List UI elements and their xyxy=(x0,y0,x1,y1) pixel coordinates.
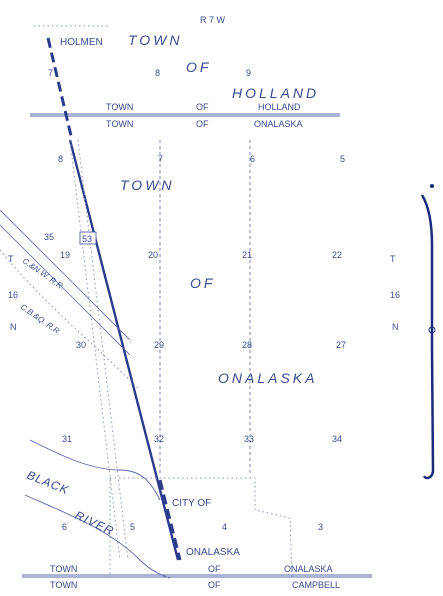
label-town-holland-2: OF xyxy=(186,59,211,75)
railroad-label-2: C.B.&Q. R.R. xyxy=(19,302,63,337)
town-line-upper-left: TOWN xyxy=(106,102,133,112)
town-line-upper-holland: HOLLAND xyxy=(258,102,301,112)
section-7a: 7 xyxy=(48,68,53,78)
black-river-bank-lower xyxy=(24,494,171,579)
section-33: 33 xyxy=(244,434,254,444)
section-29: 29 xyxy=(154,340,164,350)
bottom-campbell: CAMPBELL xyxy=(292,580,340,590)
label-city-onalaska: ONALASKA xyxy=(186,547,240,558)
section-6: 6 xyxy=(250,154,255,164)
railroad-label-1: C.&N.W. R.R. xyxy=(21,256,66,292)
label-holmen: HOLMEN xyxy=(60,37,103,48)
bottom-of-2: OF xyxy=(208,580,221,590)
section-9a: 9 xyxy=(246,68,251,78)
bottom-town-1: TOWN xyxy=(50,564,77,574)
label-town-holland-3: HOLLAND xyxy=(232,85,319,101)
section-28: 28 xyxy=(242,340,252,350)
label-town-onalaska-2: OF xyxy=(190,275,215,291)
section-8a: 8 xyxy=(155,68,160,78)
section-35: 35 xyxy=(44,232,54,242)
section-4: 4 xyxy=(222,522,227,532)
section-22: 22 xyxy=(332,250,342,260)
bottom-of-1: OF xyxy=(208,564,221,574)
section-32: 32 xyxy=(154,434,164,444)
highway-53-upper xyxy=(46,37,74,141)
town-line-lower-onalaska: ONALASKA xyxy=(254,119,303,129)
section-21: 21 xyxy=(242,250,252,260)
section-27: 27 xyxy=(336,340,346,350)
section-3: 3 xyxy=(318,522,323,532)
label-town-onalaska-3: ONALASKA xyxy=(218,370,317,386)
highway-53-shield xyxy=(79,231,97,245)
black-river-bank-upper xyxy=(29,439,161,501)
section-34: 34 xyxy=(332,434,342,444)
town-line-upper-of: OF xyxy=(196,102,209,112)
section-19: 19 xyxy=(60,250,70,260)
right-margin-mark xyxy=(420,184,436,480)
section-7b: 7 xyxy=(158,154,163,164)
label-town-onalaska-1: TOWN xyxy=(120,177,175,193)
label-city-of: CITY OF xyxy=(172,498,211,509)
section-31: 31 xyxy=(62,434,72,444)
town-line-lower-of: OF xyxy=(196,119,209,129)
label-black: BLACK xyxy=(25,468,71,498)
city-boundary xyxy=(109,477,293,579)
highway-53-main xyxy=(68,139,180,561)
label-river: RIVER xyxy=(73,508,117,538)
left-n: N xyxy=(10,322,17,332)
right-n: N xyxy=(392,322,399,332)
right-16: 16 xyxy=(390,290,400,300)
bottom-town-2: TOWN xyxy=(50,580,77,590)
label-town-holland-1: TOWN xyxy=(128,32,183,48)
section-6b: 6 xyxy=(62,522,67,532)
left-t: T xyxy=(8,254,14,264)
range-label: R 7 W xyxy=(200,15,226,25)
town-line-lower-left: TOWN xyxy=(106,119,133,129)
railroad-tracks xyxy=(0,139,141,561)
highway-53-lower xyxy=(158,479,182,561)
section-20: 20 xyxy=(148,250,158,260)
left-16: 16 xyxy=(8,290,18,300)
right-t: T xyxy=(390,254,396,264)
section-30: 30 xyxy=(76,340,86,350)
section-5a: 5 xyxy=(340,154,345,164)
section-5b: 5 xyxy=(130,522,135,532)
bottom-onalaska: ONALASKA xyxy=(284,564,333,574)
section-8b: 8 xyxy=(58,154,63,164)
highway-53-label: 53 xyxy=(82,234,92,244)
